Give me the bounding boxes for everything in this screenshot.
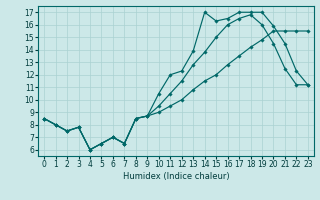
X-axis label: Humidex (Indice chaleur): Humidex (Indice chaleur) [123,172,229,181]
